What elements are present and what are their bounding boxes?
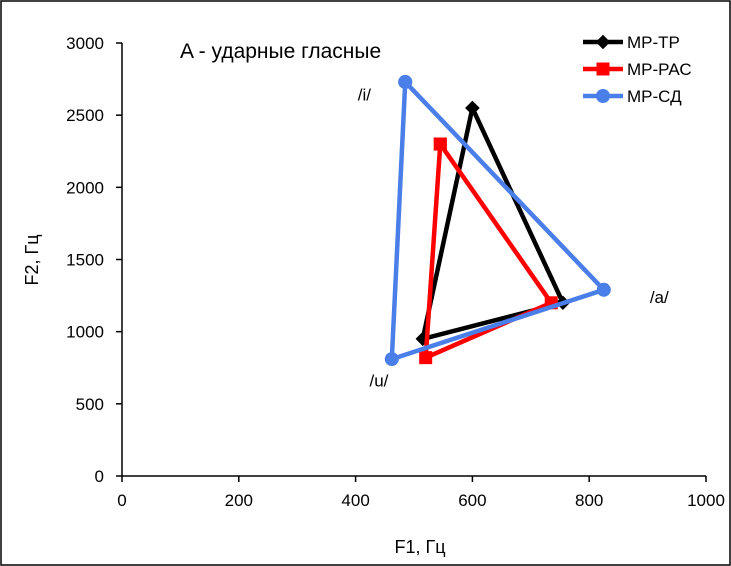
y-tick-label: 3000 [66, 34, 104, 53]
series-3 [384, 74, 611, 367]
legend-label: МР-СД [627, 87, 682, 106]
y-tick-label: 1500 [66, 251, 104, 270]
data-point [465, 100, 480, 116]
legend-item: МР-СД [583, 87, 682, 106]
y-tick-label: 2000 [66, 178, 104, 197]
legend-marker [596, 62, 610, 76]
legend-label: МР-РАС [627, 60, 692, 79]
legend-label: МР-ТР [627, 33, 680, 52]
y-ticks: 0 500 1000 1500 2000 2500 3000 [66, 34, 122, 486]
y-tick-label: 2500 [66, 106, 104, 125]
annotation-label: /a/ [650, 288, 669, 307]
x-ticks: 0 200 400 600 800 1000 [117, 476, 725, 510]
chart-title: A - ударные гласные [180, 40, 381, 63]
y-axis-title: F2, Гц [22, 234, 42, 285]
x-tick-label: 400 [341, 491, 369, 510]
x-tick-label: 1000 [687, 491, 725, 510]
data-point [419, 351, 433, 365]
annotations: /i/ /a/ /u/ [358, 86, 669, 391]
y-tick-label: 1000 [66, 323, 104, 342]
series-line [419, 107, 567, 342]
legend-marker [595, 34, 611, 50]
x-tick-label: 600 [458, 491, 486, 510]
x-axis-title: F1, Гц [394, 537, 445, 557]
x-tick-label: 0 [117, 491, 126, 510]
series-line [389, 80, 608, 363]
annotation-label: /i/ [358, 86, 372, 105]
series-line [423, 142, 555, 362]
legend-item: МР-ТР [583, 33, 680, 52]
series-layer [384, 74, 611, 367]
data-point [433, 137, 447, 151]
x-tick-label: 200 [225, 491, 253, 510]
legend-item: МР-РАС [583, 60, 692, 79]
data-point [398, 74, 413, 89]
y-tick-label: 500 [76, 395, 104, 414]
legend-marker [596, 89, 610, 103]
annotation-label: /u/ [370, 372, 389, 391]
x-tick-label: 800 [575, 491, 603, 510]
y-tick-label: 0 [95, 467, 104, 486]
legend: МР-ТР МР-РАС МР-СД [583, 33, 692, 106]
data-point [384, 352, 399, 367]
data-point [596, 282, 611, 297]
series-1 [415, 100, 571, 347]
